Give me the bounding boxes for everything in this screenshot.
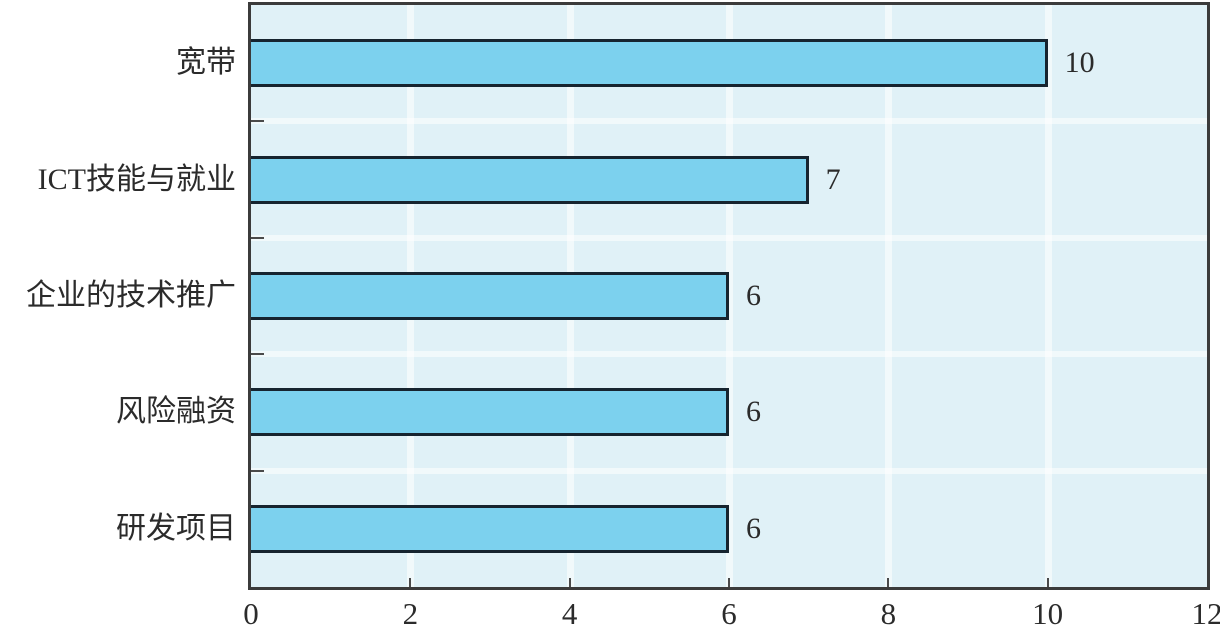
x-axis-tick-label: 12: [1191, 596, 1220, 631]
plot-area: [248, 2, 1210, 590]
bar: [251, 155, 809, 204]
bar-value-label: 6: [746, 395, 761, 429]
y-axis-tick: [251, 469, 264, 472]
x-axis-tick: [1046, 578, 1049, 587]
x-axis-tick-label: 2: [402, 596, 419, 631]
gridline-horizontal: [251, 234, 1207, 241]
y-axis-tick: [251, 120, 264, 123]
gridline-vertical: [885, 5, 893, 587]
bar: [251, 388, 729, 437]
x-axis-tick: [409, 578, 412, 587]
category-label: 风险融资: [116, 395, 236, 429]
bar-value-label: 6: [746, 511, 761, 545]
bar: [251, 504, 729, 553]
category-label: 企业的技术推广: [26, 279, 236, 312]
x-axis-tick-label: 8: [880, 596, 897, 631]
bar-value-label: 6: [746, 279, 761, 312]
category-label: 研发项目: [116, 511, 236, 545]
x-axis-tick: [887, 578, 890, 587]
bar: [251, 39, 1048, 88]
x-axis-tick: [568, 578, 571, 587]
x-axis-tick-label: 10: [1032, 596, 1064, 631]
gridline-horizontal: [251, 118, 1207, 125]
x-axis-tick: [728, 578, 730, 587]
bar-value-label: 7: [825, 162, 841, 196]
x-axis-tick-label: 6: [721, 596, 737, 631]
gridline-vertical: [1044, 5, 1052, 587]
gridline-horizontal: [251, 351, 1207, 358]
x-axis-tick-label: 4: [561, 596, 578, 631]
y-axis-tick: [251, 353, 264, 356]
gridline-horizontal: [251, 467, 1207, 474]
category-label: 宽带: [176, 46, 236, 80]
bar: [251, 272, 729, 320]
x-axis-tick-label: 0: [243, 596, 259, 631]
gridline-vertical: [726, 5, 733, 587]
bar-value-label: 10: [1064, 46, 1095, 80]
category-label: ICT技能与就业: [37, 162, 236, 196]
y-axis-tick: [251, 236, 264, 239]
